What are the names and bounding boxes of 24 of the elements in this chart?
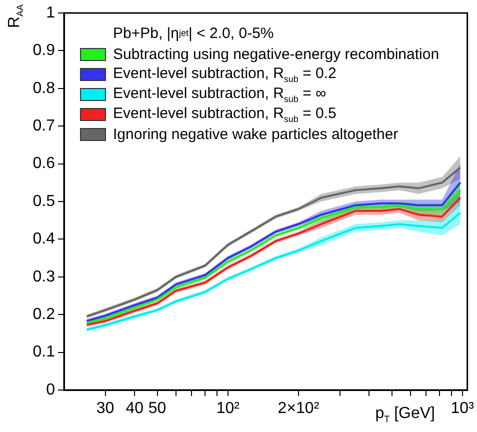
x-tick-label: 10²: [216, 400, 240, 418]
x-axis-title: p$_{T}$ [GeV]: [375, 405, 435, 424]
y-tick-label: 0.5: [32, 192, 56, 210]
legend-label: Ignoring negative wake particles altogether: [113, 126, 398, 142]
y-tick-label: 0.4: [32, 230, 56, 248]
y-tick-label: 1: [46, 4, 56, 22]
x-tick-label: 30: [96, 400, 114, 418]
y-tick-label: 0.9: [32, 42, 56, 60]
legend-title: Pb+Pb, |η$^{jet}$| < 2.0, 0-5%: [113, 24, 275, 44]
y-tick-label: 0.1: [32, 344, 56, 361]
legend-label: Subtracting using negative-energy recombination: [113, 46, 440, 62]
x-tick-label: 50: [148, 400, 166, 418]
legend-label: Event-level subtraction, R$_{sub}$ = ∞: [113, 84, 326, 104]
legend-label: Event-level subtraction, R$_{sub}$ = 0.2: [113, 64, 336, 84]
x-tick-label: 40: [126, 400, 144, 418]
y-tick-label: 0.8: [32, 80, 56, 97]
x-tick-label: 2×10²: [278, 400, 320, 418]
y-tick-label: 0.3: [32, 268, 56, 286]
y-tick-label: 0.6: [32, 155, 56, 172]
y-tick-label: 0: [46, 381, 56, 398]
y-tick-label: 0.7: [32, 118, 56, 135]
legend-label: Event-level subtraction, R$_{sub}$ = 0.5: [113, 104, 336, 124]
y-tick-label: 0.2: [32, 306, 56, 324]
x-tick-label: 10³: [450, 400, 475, 418]
